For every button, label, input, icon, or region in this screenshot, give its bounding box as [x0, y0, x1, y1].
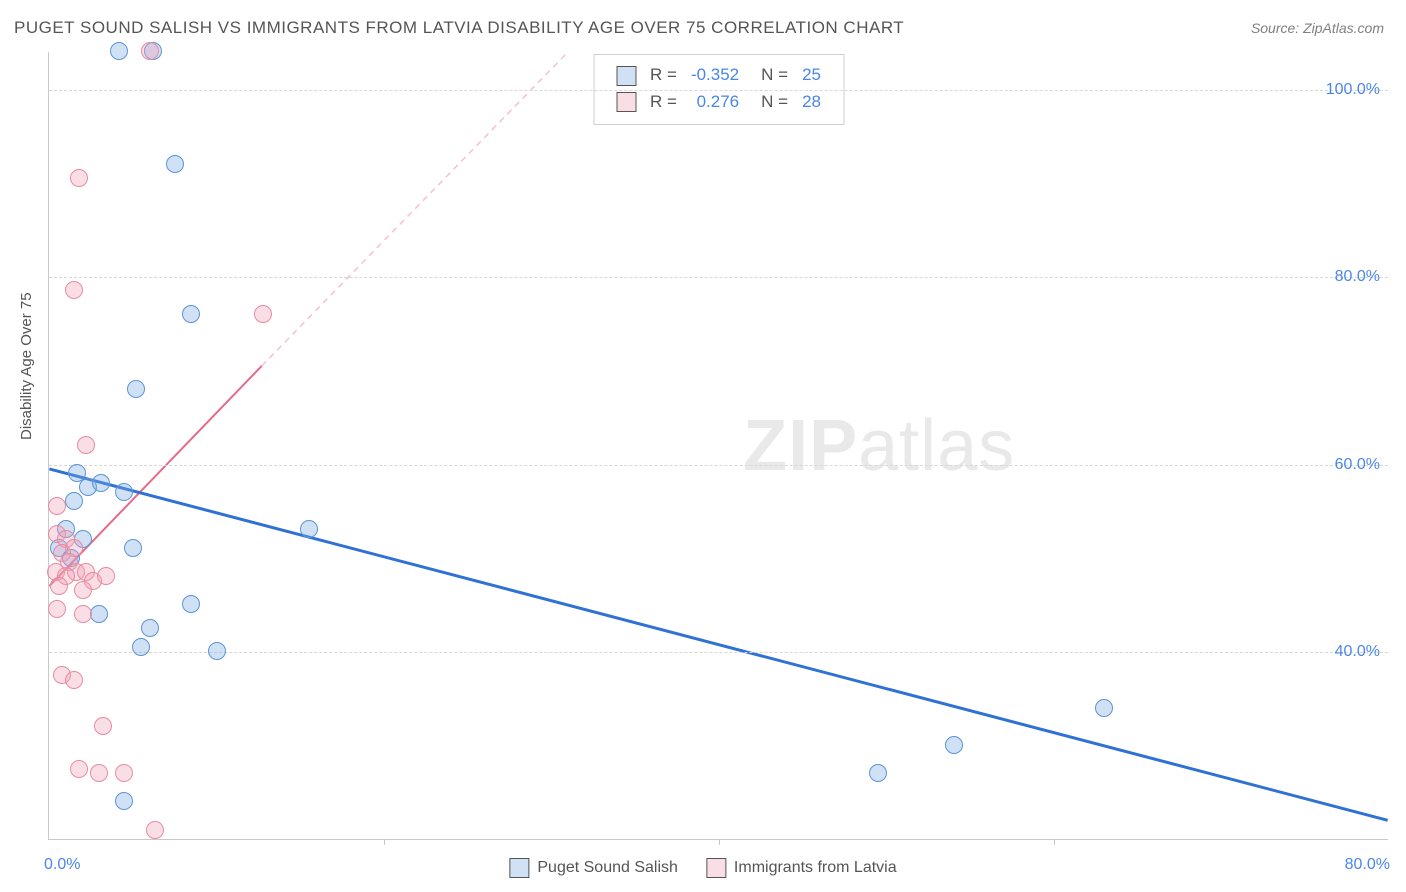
scatter-point — [90, 764, 108, 782]
scatter-point — [48, 600, 66, 618]
x-tick-mark — [719, 839, 720, 845]
x-tick-end: 80.0% — [1345, 856, 1390, 874]
scatter-point — [115, 792, 133, 810]
scatter-point — [77, 436, 95, 454]
scatter-point — [127, 380, 145, 398]
swatch-blue-icon — [616, 66, 636, 86]
scatter-point — [869, 764, 887, 782]
plot-area: ZIPatlas R = -0.352 N = 25 R = 0.276 N =… — [48, 52, 1388, 840]
legend-row-pink: R = 0.276 N = 28 — [610, 90, 827, 115]
scatter-point — [115, 764, 133, 782]
scatter-point — [92, 474, 110, 492]
legend-item: Puget Sound Salish — [509, 858, 678, 878]
scatter-point — [97, 567, 115, 585]
scatter-point — [65, 492, 83, 510]
gridline — [49, 90, 1388, 91]
gridline — [49, 465, 1388, 466]
y-tick-label: 80.0% — [1335, 268, 1380, 286]
scatter-point — [182, 305, 200, 323]
scatter-point — [1095, 699, 1113, 717]
x-tick-mark — [1054, 839, 1055, 845]
scatter-point — [208, 642, 226, 660]
scatter-point — [65, 671, 83, 689]
gridline — [49, 277, 1388, 278]
legend-swatch-icon — [509, 858, 529, 878]
series-legend: Puget Sound Salish Immigrants from Latvia — [509, 858, 896, 878]
scatter-point — [132, 638, 150, 656]
scatter-point — [110, 42, 128, 60]
scatter-point — [115, 483, 133, 501]
gridline — [49, 652, 1388, 653]
scatter-point — [146, 821, 164, 839]
scatter-point — [141, 42, 159, 60]
source-attribution: Source: ZipAtlas.com — [1251, 20, 1384, 36]
chart-title: PUGET SOUND SALISH VS IMMIGRANTS FROM LA… — [14, 18, 904, 38]
y-tick-label: 40.0% — [1335, 643, 1380, 661]
scatter-point — [90, 605, 108, 623]
scatter-point — [182, 595, 200, 613]
scatter-point — [65, 281, 83, 299]
scatter-point — [254, 305, 272, 323]
legend-item: Immigrants from Latvia — [706, 858, 897, 878]
scatter-point — [74, 605, 92, 623]
y-tick-label: 100.0% — [1326, 81, 1380, 99]
scatter-point — [945, 736, 963, 754]
scatter-point — [48, 497, 66, 515]
scatter-point — [50, 577, 68, 595]
scatter-point — [70, 760, 88, 778]
y-axis-label: Disability Age Over 75 — [18, 292, 35, 440]
legend-row-blue: R = -0.352 N = 25 — [610, 63, 827, 88]
scatter-point — [141, 619, 159, 637]
trend-lines — [49, 52, 1388, 839]
y-tick-label: 60.0% — [1335, 456, 1380, 474]
scatter-point — [70, 169, 88, 187]
scatter-point — [300, 520, 318, 538]
scatter-point — [94, 717, 112, 735]
scatter-point — [74, 581, 92, 599]
x-tick-mark — [384, 839, 385, 845]
legend-swatch-icon — [706, 858, 726, 878]
swatch-pink-icon — [616, 92, 636, 112]
scatter-point — [166, 155, 184, 173]
scatter-point — [124, 539, 142, 557]
x-tick-origin: 0.0% — [44, 856, 80, 874]
